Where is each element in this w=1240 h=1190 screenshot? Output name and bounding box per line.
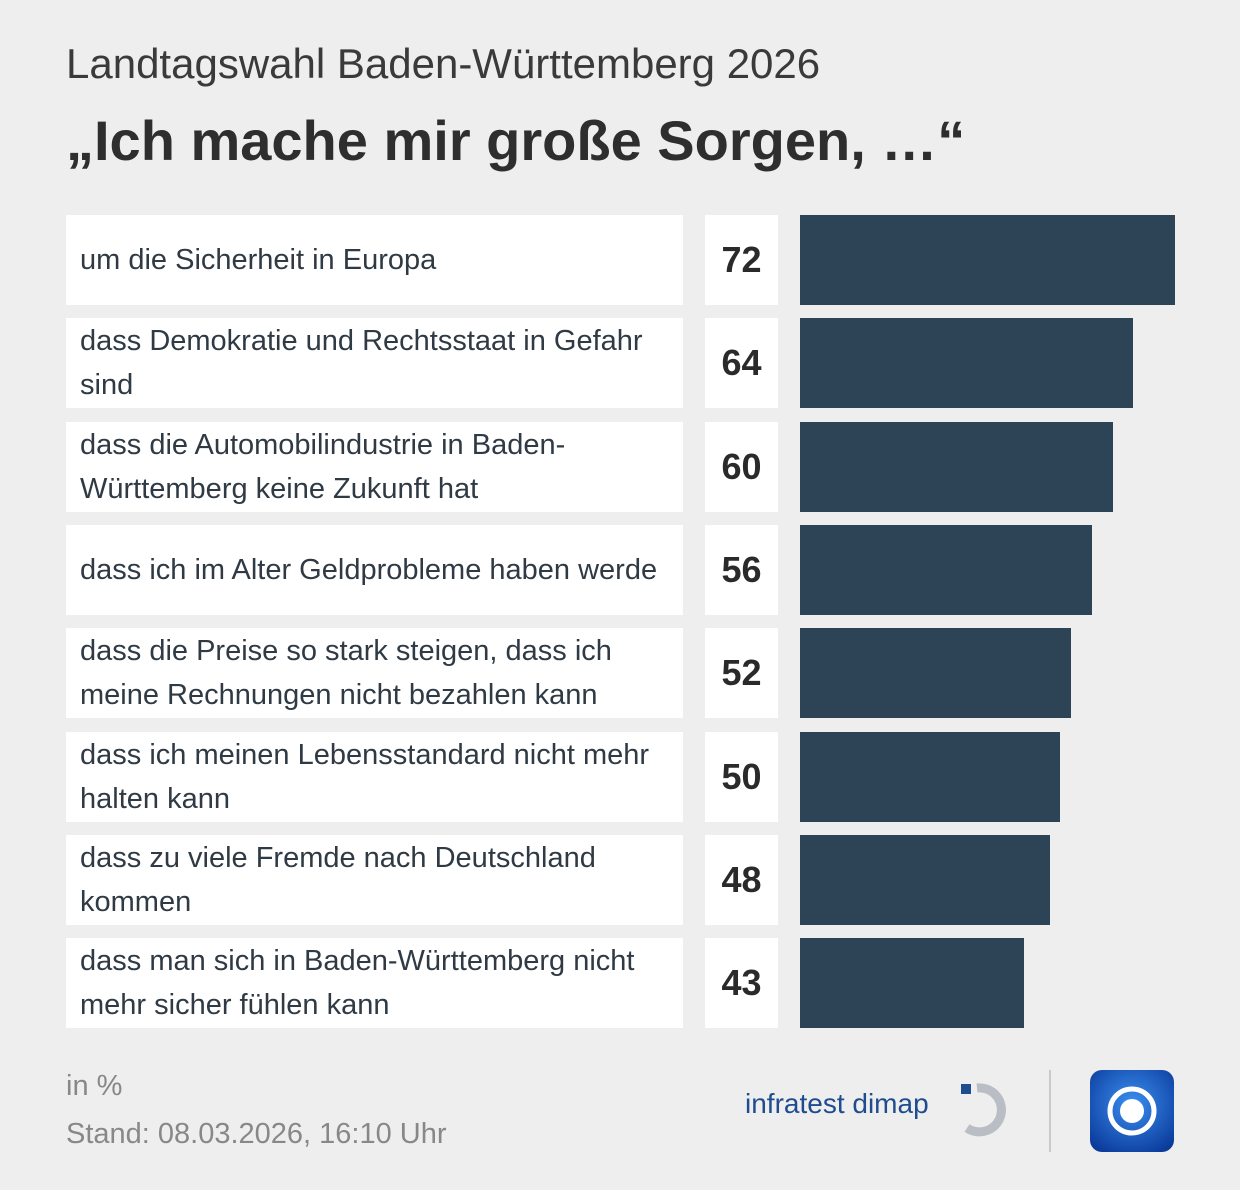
value-label: 72 xyxy=(705,215,778,305)
value-label: 48 xyxy=(705,834,778,925)
source: infratest dimap xyxy=(745,1088,929,1119)
bar xyxy=(800,834,1050,925)
bar-row: dass ich meinen Lebensstandard nicht meh… xyxy=(66,731,1186,822)
bar xyxy=(800,731,1061,822)
divider xyxy=(1049,1070,1051,1152)
source-logo xyxy=(961,1083,1006,1137)
category-label: dass ich im Alter Geldprobleme haben wer… xyxy=(66,524,683,615)
subtitle: Landtagswahl Baden-Württemberg 2026 xyxy=(66,40,821,87)
value-label: 52 xyxy=(705,628,778,719)
category-label: dass man sich in Baden-Württemberg nicht… xyxy=(66,938,683,1029)
bar xyxy=(800,318,1134,409)
bar-row: um die Sicherheit in Europa 72 xyxy=(66,215,1186,305)
category-label: dass Demokratie und Rechtsstaat in Gefah… xyxy=(66,318,683,409)
bar xyxy=(800,215,1175,305)
value-label: 60 xyxy=(705,421,778,512)
category-label: dass die Preise so stark steigen, dass i… xyxy=(66,628,683,719)
bar-row: dass die Automobilindustrie in Baden-Wür… xyxy=(66,421,1186,512)
value-label: 50 xyxy=(705,731,778,822)
bar-row: dass Demokratie und Rechtsstaat in Gefah… xyxy=(66,318,1186,409)
chart-title: „Ich mache mir große Sorgen, …“ xyxy=(66,109,966,172)
value-label: 64 xyxy=(705,318,778,409)
bar-row: dass die Preise so stark steigen, dass i… xyxy=(66,628,1186,719)
bar xyxy=(800,421,1113,512)
unit-note: in % xyxy=(66,1070,123,1102)
category-label: dass ich meinen Lebensstandard nicht meh… xyxy=(66,731,683,822)
date-note: Stand: 08.03.2026, 16:10 Uhr xyxy=(66,1118,447,1150)
bar-row: dass man sich in Baden-Württemberg nicht… xyxy=(66,938,1186,1029)
bar xyxy=(800,938,1024,1029)
broadcaster-logo xyxy=(1090,1070,1174,1152)
bar xyxy=(800,524,1092,615)
value-label: 43 xyxy=(705,938,778,1029)
bar-row: dass ich im Alter Geldprobleme haben wer… xyxy=(66,524,1186,615)
category-label: dass zu viele Fremde nach Deutschland ko… xyxy=(66,834,683,925)
bar-row: dass zu viele Fremde nach Deutschland ko… xyxy=(66,834,1186,925)
category-label: dass die Automobilindustrie in Baden-Wür… xyxy=(66,421,683,512)
bar xyxy=(800,628,1071,719)
category-label: um die Sicherheit in Europa xyxy=(66,215,683,305)
value-label: 56 xyxy=(705,524,778,615)
